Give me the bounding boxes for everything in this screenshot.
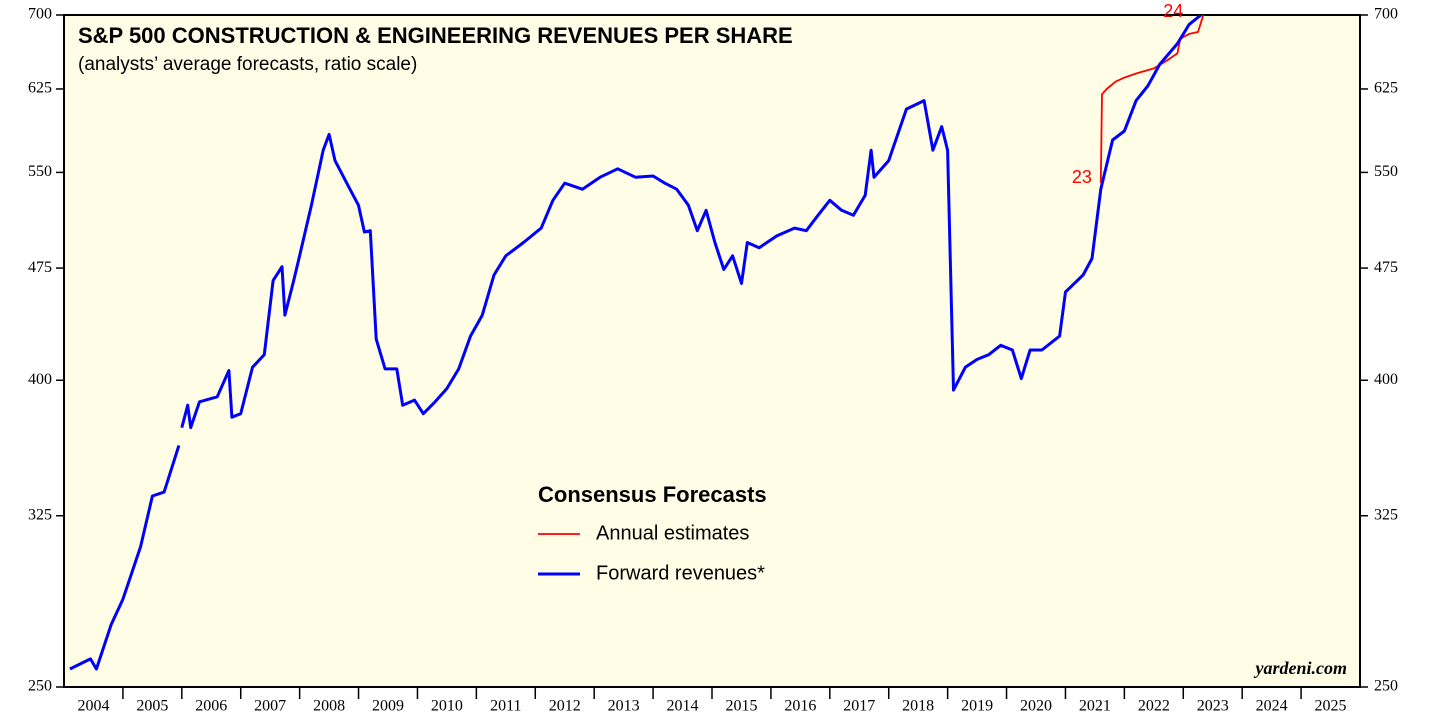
y2-tick-label: 550 <box>1374 163 1398 180</box>
y2-tick-label: 250 <box>1374 678 1398 695</box>
y2-tick-label: 400 <box>1374 371 1398 388</box>
y-tick-label: 400 <box>28 371 52 388</box>
x-tick-label: 2022 <box>1138 698 1170 715</box>
y-tick-label: 325 <box>28 506 52 523</box>
x-tick-label: 2025 <box>1315 698 1347 715</box>
y2-tick-label: 475 <box>1374 259 1398 276</box>
annotation: 24 <box>1163 1 1183 21</box>
x-tick-label: 2023 <box>1197 698 1229 715</box>
x-tick-label: 2017 <box>843 698 875 715</box>
x-tick-label: 2010 <box>431 698 463 715</box>
x-tick-label: 2012 <box>549 698 581 715</box>
x-tick-label: 2014 <box>667 698 699 715</box>
x-tick-label: 2024 <box>1256 698 1288 715</box>
x-tick-label: 2007 <box>254 698 286 715</box>
x-tick-label: 2011 <box>490 698 521 715</box>
x-tick-label: 2009 <box>372 698 404 715</box>
y-tick-label: 475 <box>28 259 52 276</box>
y-tick-label: 550 <box>28 163 52 180</box>
chart-subtitle: (analysts’ average forecasts, ratio scal… <box>78 54 417 75</box>
plot-area <box>63 14 1361 688</box>
legend-label: Annual estimates <box>596 522 749 544</box>
x-tick-label: 2016 <box>784 698 816 715</box>
x-tick-label: 2019 <box>961 698 993 715</box>
x-tick-label: 2006 <box>195 698 227 715</box>
x-tick-label: 2015 <box>725 698 757 715</box>
x-tick-label: 2020 <box>1020 698 1052 715</box>
y-tick-label: 625 <box>28 80 52 97</box>
x-tick-label: 2021 <box>1079 698 1111 715</box>
x-tick-label: 2005 <box>136 698 168 715</box>
source: yardeni.com <box>1254 658 1348 678</box>
chart-title: S&P 500 CONSTRUCTION & ENGINEERING REVEN… <box>78 23 793 48</box>
line-series <box>1099 15 1205 184</box>
x-tick-label: 2004 <box>77 698 109 715</box>
annotation: 23 <box>1072 167 1092 187</box>
y2-tick-label: 700 <box>1374 6 1398 23</box>
y2-tick-label: 325 <box>1374 506 1398 523</box>
line-series <box>69 15 1202 671</box>
y-tick-label: 250 <box>28 678 52 695</box>
x-tick-label: 2013 <box>608 698 640 715</box>
legend-title: Consensus Forecasts <box>538 482 767 507</box>
y2-tick-label: 625 <box>1374 80 1398 97</box>
x-tick-label: 2008 <box>313 698 345 715</box>
plot <box>69 15 1205 671</box>
legend-label: Forward revenues* <box>596 562 765 584</box>
y-tick-label: 700 <box>28 6 52 23</box>
x-tick-label: 2018 <box>902 698 934 715</box>
